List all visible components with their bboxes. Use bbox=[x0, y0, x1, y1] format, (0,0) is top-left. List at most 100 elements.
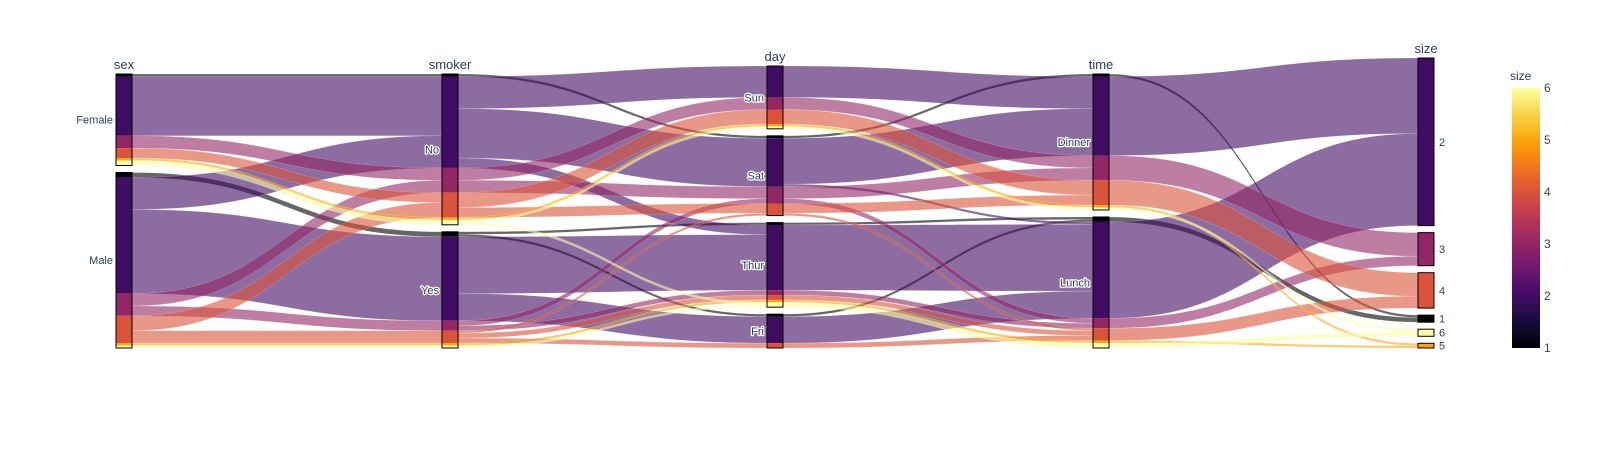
colorbar-tick-label: 2 bbox=[1544, 289, 1551, 303]
category-bar-segment-time-Dinner-size-6 bbox=[1093, 207, 1109, 210]
colorbar-tick-label: 4 bbox=[1544, 185, 1551, 199]
category-label-size-6: 6 bbox=[1439, 328, 1445, 340]
category-label-size-2: 2 bbox=[1439, 137, 1445, 149]
category-bar-segment-sex-Male-size-3 bbox=[116, 293, 132, 316]
category-bar-segment-size-1-size-1 bbox=[1418, 315, 1434, 323]
category-bar-segment-time-Lunch-size-1 bbox=[1093, 216, 1109, 222]
category-bar-segment-day-Sun-size-5 bbox=[767, 124, 783, 127]
category-bar-smoker-Yes[interactable] bbox=[441, 231, 459, 349]
category-bar-segment-day-Sat-size-2 bbox=[767, 138, 783, 187]
category-bar-segment-smoker-Yes-size-1 bbox=[442, 231, 458, 237]
category-bar-day-Sun[interactable] bbox=[766, 65, 784, 130]
category-bar-size-5[interactable] bbox=[1417, 342, 1435, 349]
category-bar-segment-time-Dinner-size-5 bbox=[1093, 205, 1109, 208]
category-bar-day-Fri[interactable] bbox=[766, 313, 784, 349]
colorbar-ticks: 1 2 3 4 5 6 bbox=[1544, 81, 1551, 355]
category-bar-size-1[interactable] bbox=[1417, 314, 1435, 323]
category-bar-segment-size-2-size-2 bbox=[1418, 58, 1434, 226]
category-bar-segment-day-Sun-size-3 bbox=[767, 97, 783, 110]
category-bar-size-6[interactable] bbox=[1417, 328, 1435, 337]
category-bar-segment-smoker-No-size-2 bbox=[442, 76, 458, 168]
category-bar-size-3[interactable] bbox=[1417, 232, 1435, 267]
colorbar-gradient bbox=[1512, 88, 1540, 348]
colorbar-tick-label: 6 bbox=[1544, 81, 1551, 95]
category-label-smoker-No: No bbox=[425, 144, 439, 156]
category-bar-segment-sex-Female-size-4 bbox=[116, 148, 132, 159]
category-bar-segment-smoker-Yes-size-5 bbox=[442, 343, 458, 346]
colorbar: size 1 2 3 4 5 6 bbox=[1510, 69, 1551, 355]
category-bar-segment-day-Thur-size-4 bbox=[767, 295, 783, 300]
category-bar-segment-day-Fri-size-4 bbox=[767, 343, 783, 348]
category-bar-segment-smoker-No-size-3 bbox=[442, 167, 458, 193]
category-bar-segment-sex-Male-size-6 bbox=[116, 345, 132, 348]
category-bar-segment-day-Thur-size-6 bbox=[767, 302, 783, 308]
ribbon-sex-smoker-size-4[interactable] bbox=[131, 330, 443, 344]
category-bar-segment-smoker-No-size-4 bbox=[442, 192, 458, 218]
dimension-title-smoker: smoker bbox=[429, 57, 472, 72]
category-bar-segment-time-Dinner-size-3 bbox=[1093, 155, 1109, 181]
dimension-title-sex: sex bbox=[114, 57, 135, 72]
category-bar-segment-smoker-No-size-5 bbox=[442, 217, 458, 220]
category-bar-segment-day-Sat-size-4 bbox=[767, 203, 783, 216]
ribbon-sex-smoker-size-5[interactable] bbox=[131, 342, 443, 346]
dimension-title-time: time bbox=[1089, 57, 1114, 72]
ribbon-day-time-size-2[interactable] bbox=[782, 224, 1094, 292]
category-label-size-5: 5 bbox=[1439, 341, 1445, 353]
category-label-size-4: 4 bbox=[1439, 285, 1445, 297]
ribbon-layer bbox=[131, 57, 1419, 349]
category-bar-size-2[interactable] bbox=[1417, 57, 1435, 227]
category-bar-segment-day-Sun-size-4 bbox=[767, 109, 783, 124]
category-bar-segment-size-3-size-3 bbox=[1418, 232, 1434, 266]
ribbon-sex-smoker-size-1[interactable] bbox=[131, 73, 443, 77]
category-bar-segment-size-5-size-5 bbox=[1418, 343, 1434, 348]
category-bar-segment-time-Lunch-size-3 bbox=[1093, 318, 1109, 329]
category-label-day-Sat: Sat bbox=[747, 171, 764, 183]
colorbar-tick-label: 5 bbox=[1544, 133, 1551, 147]
category-bar-segment-day-Fri-size-2 bbox=[767, 316, 783, 344]
category-bar-segment-smoker-Yes-size-6 bbox=[442, 345, 458, 348]
category-bar-segment-day-Thur-size-5 bbox=[767, 299, 783, 303]
colorbar-tick-label: 1 bbox=[1544, 341, 1551, 355]
category-bar-segment-sex-Male-size-1 bbox=[116, 172, 132, 178]
category-bar-segment-size-6-size-6 bbox=[1418, 329, 1434, 337]
label-layer: Female Male sex No Yes smoker Sun Sat Thur Fri day… bbox=[75, 41, 1446, 354]
category-bar-day-Sat[interactable] bbox=[766, 135, 784, 217]
category-bar-segment-sex-Female-size-5 bbox=[116, 158, 132, 161]
category-bar-segment-day-Thur-size-1 bbox=[767, 222, 783, 225]
category-bar-smoker-No[interactable] bbox=[441, 73, 459, 226]
category-bar-segment-smoker-Yes-size-4 bbox=[442, 330, 458, 344]
category-bar-segment-smoker-Yes-size-3 bbox=[442, 320, 458, 331]
category-bar-segment-sex-Female-size-6 bbox=[116, 160, 132, 166]
ribbon-sex-smoker-size-6[interactable] bbox=[131, 345, 443, 349]
ribbon-sex-smoker-size-2[interactable] bbox=[131, 76, 443, 136]
category-label-time-Lunch: Lunch bbox=[1060, 277, 1090, 289]
category-bar-size-4[interactable] bbox=[1417, 272, 1435, 309]
category-bar-segment-sex-Female-size-2 bbox=[116, 76, 132, 136]
category-bar-day-Thur[interactable] bbox=[766, 222, 784, 308]
category-label-day-Sun: Sun bbox=[744, 92, 764, 104]
dimension-title-size: size bbox=[1414, 41, 1437, 56]
category-bar-time-Lunch[interactable] bbox=[1092, 216, 1110, 349]
category-label-size-3: 3 bbox=[1439, 244, 1445, 256]
category-bar-segment-day-Sat-size-1 bbox=[767, 135, 783, 139]
category-bar-segment-sex-Female-size-3 bbox=[116, 135, 132, 149]
category-bar-segment-time-Lunch-size-4 bbox=[1093, 328, 1109, 341]
category-bar-sex-Male[interactable] bbox=[115, 171, 133, 349]
category-bar-segment-time-Lunch-size-2 bbox=[1093, 221, 1109, 319]
category-bar-segment-time-Dinner-size-2 bbox=[1093, 76, 1109, 156]
category-bar-segment-day-Sun-size-6 bbox=[767, 126, 783, 129]
category-bar-segment-day-Thur-size-2 bbox=[767, 225, 783, 291]
category-bar-segment-day-Thur-size-3 bbox=[767, 290, 783, 296]
category-bar-segment-size-4-size-4 bbox=[1418, 272, 1434, 309]
category-bar-segment-time-Lunch-size-5 bbox=[1093, 340, 1109, 344]
category-bar-layer bbox=[115, 57, 1435, 349]
category-label-time-Dinner: Dinner bbox=[1058, 137, 1091, 149]
category-bar-segment-sex-Male-size-2 bbox=[116, 177, 132, 294]
dimension-title-day: day bbox=[765, 49, 786, 64]
category-bar-segment-smoker-No-size-1 bbox=[442, 74, 458, 77]
category-bar-segment-day-Sat-size-3 bbox=[767, 186, 783, 204]
category-bar-time-Dinner[interactable] bbox=[1092, 73, 1110, 211]
category-bar-segment-day-Fri-size-1 bbox=[767, 314, 783, 317]
category-bar-sex-Female[interactable] bbox=[115, 73, 133, 166]
category-label-sex-Female: Female bbox=[76, 115, 113, 127]
